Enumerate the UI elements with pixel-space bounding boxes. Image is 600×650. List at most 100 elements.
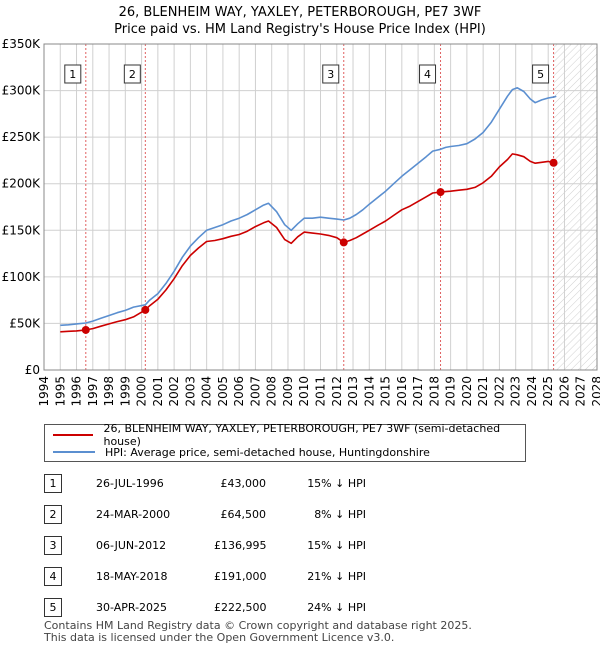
- sale-marker-box: [322, 64, 340, 84]
- sale-point: [81, 325, 90, 334]
- sale-number: 4: [44, 567, 62, 586]
- sale-row: 5 30-APR-2025 £222,500 24% ↓ HPI: [44, 598, 564, 618]
- x-tick-label: 2012: [330, 376, 344, 407]
- y-tick-label: £50K: [9, 316, 41, 330]
- sale-marker-box: [64, 64, 82, 84]
- sale-hpi-diff: 15% ↓ HPI: [307, 539, 366, 552]
- x-tick-label: 2028: [590, 376, 600, 407]
- sale-hpi-diff: 8% ↓ HPI: [314, 508, 366, 521]
- y-tick-label: £350K: [2, 37, 42, 51]
- x-tick-label: 1995: [53, 376, 67, 407]
- legend-label-price: 26, BLENHEIM WAY, YAXLEY, PETERBOROUGH, …: [103, 422, 501, 448]
- price-paid-line: [60, 153, 554, 333]
- x-tick-label: 2026: [557, 376, 571, 407]
- sale-number: 5: [44, 598, 62, 617]
- chart-subtitle: Price paid vs. HM Land Registry's House …: [114, 22, 486, 37]
- x-tick-label: 1997: [86, 376, 100, 407]
- sale-row: 1 26-JUL-1996 £43,000 15% ↓ HPI: [44, 474, 564, 494]
- sale-row: 4 18-MAY-2018 £191,000 21% ↓ HPI: [44, 567, 564, 587]
- x-tick-label: 2016: [395, 376, 409, 407]
- x-tick-label: 2004: [200, 376, 214, 407]
- sale-hpi-diff: 21% ↓ HPI: [307, 570, 366, 583]
- x-tick-label: 2014: [362, 376, 376, 407]
- x-tick-label: 2027: [574, 376, 588, 407]
- y-tick-label: £0: [25, 363, 40, 377]
- sale-marker-label: 1: [69, 68, 76, 81]
- x-tick-label: 2007: [248, 376, 262, 407]
- sale-number: 1: [44, 474, 62, 493]
- sale-price: £64,500: [220, 508, 267, 521]
- legend-label-hpi: HPI: Average price, semi-detached house,…: [105, 445, 430, 459]
- sale-marker-box: [419, 64, 437, 84]
- x-tick-label: 2013: [346, 376, 360, 407]
- sale-marker-label: 5: [537, 68, 544, 81]
- x-tick-label: 2018: [427, 376, 441, 407]
- x-tick-label: 2023: [509, 376, 523, 407]
- legend-swatch-hpi: [53, 451, 95, 453]
- x-tick-label: 2000: [135, 376, 149, 407]
- sale-row: 3 06-JUN-2012 £136,995 15% ↓ HPI: [44, 536, 564, 556]
- price-chart: £0 £50K £100K £150K £200K £250K £300K £350K 1994…: [2, 37, 600, 407]
- x-tick-label: 1999: [118, 376, 132, 407]
- sale-point: [141, 305, 150, 314]
- sale-date: 18-MAY-2018: [96, 570, 168, 583]
- sale-marker-label: 2: [129, 68, 136, 81]
- x-tick-label: 1996: [70, 376, 84, 407]
- x-tick-label: 2024: [525, 376, 539, 407]
- x-tick-label: 2017: [411, 376, 425, 407]
- x-tick-label: 1994: [37, 376, 51, 407]
- x-tick-label: 1998: [102, 376, 116, 407]
- legend-item-hpi: HPI: Average price, semi-detached house,…: [53, 444, 430, 460]
- forecast-hatch: [553, 44, 597, 370]
- sale-date: 06-JUN-2012: [96, 539, 167, 552]
- sale-point: [549, 158, 558, 167]
- sale-date: 24-MAR-2000: [96, 508, 171, 521]
- sale-hpi-diff: 24% ↓ HPI: [307, 601, 366, 614]
- x-tick-label: 2006: [232, 376, 246, 407]
- plot-frame: [43, 43, 598, 371]
- sale-marker-box: [123, 64, 141, 84]
- y-tick-label: £250K: [2, 130, 42, 144]
- x-tick-label: 2005: [216, 376, 230, 407]
- legend-swatch-price: [53, 434, 94, 436]
- legend: 26, BLENHEIM WAY, YAXLEY, PETERBOROUGH, …: [44, 422, 526, 462]
- x-tick-label: 2019: [444, 376, 458, 407]
- sale-hpi-diff: 15% ↓ HPI: [307, 477, 366, 490]
- footer-copyright: Contains HM Land Registry data © Crown c…: [44, 619, 472, 632]
- x-tick-label: 2009: [281, 376, 295, 407]
- sale-price: £191,000: [214, 570, 267, 583]
- sale-date: 26-JUL-1996: [96, 477, 164, 490]
- sale-marker-box: [532, 64, 550, 84]
- y-tick-label: £300K: [2, 84, 42, 98]
- y-tick-label: £100K: [2, 270, 42, 284]
- chart-title: 26, BLENHEIM WAY, YAXLEY, PETERBOROUGH, …: [0, 4, 600, 38]
- x-tick-label: 2002: [167, 376, 181, 407]
- x-tick-label: 2021: [476, 376, 490, 407]
- x-tick-label: 2010: [297, 376, 311, 407]
- footer: Contains HM Land Registry data © Crown c…: [44, 620, 472, 644]
- footer-licence: This data is licensed under the Open Gov…: [44, 631, 395, 644]
- x-tick-label: 2011: [314, 376, 328, 407]
- x-tick-label: 2022: [492, 376, 506, 407]
- x-tick-label: 2025: [541, 376, 555, 407]
- sale-point: [436, 188, 445, 197]
- x-tick-label: 2003: [183, 376, 197, 407]
- sale-row: 2 24-MAR-2000 £64,500 8% ↓ HPI: [44, 505, 564, 525]
- x-tick-label: 2008: [265, 376, 279, 407]
- x-tick-label: 2020: [460, 376, 474, 407]
- sale-marker-label: 4: [424, 68, 431, 81]
- y-tick-label: £200K: [2, 177, 42, 191]
- sale-price: £222,500: [214, 601, 267, 614]
- sale-price: £43,000: [220, 477, 267, 490]
- sale-number: 3: [44, 536, 62, 555]
- chart-title-address: 26, BLENHEIM WAY, YAXLEY, PETERBOROUGH, …: [118, 5, 482, 20]
- sale-price: £136,995: [214, 539, 267, 552]
- x-tick-label: 2001: [151, 376, 165, 407]
- sale-date: 30-APR-2025: [96, 601, 168, 614]
- sale-point: [339, 238, 348, 247]
- legend-item-price: 26, BLENHEIM WAY, YAXLEY, PETERBOROUGH, …: [53, 422, 525, 448]
- sale-number: 2: [44, 505, 62, 524]
- sale-marker-label: 3: [327, 68, 334, 81]
- y-tick-label: £150K: [2, 223, 42, 237]
- hpi-line: [60, 87, 557, 327]
